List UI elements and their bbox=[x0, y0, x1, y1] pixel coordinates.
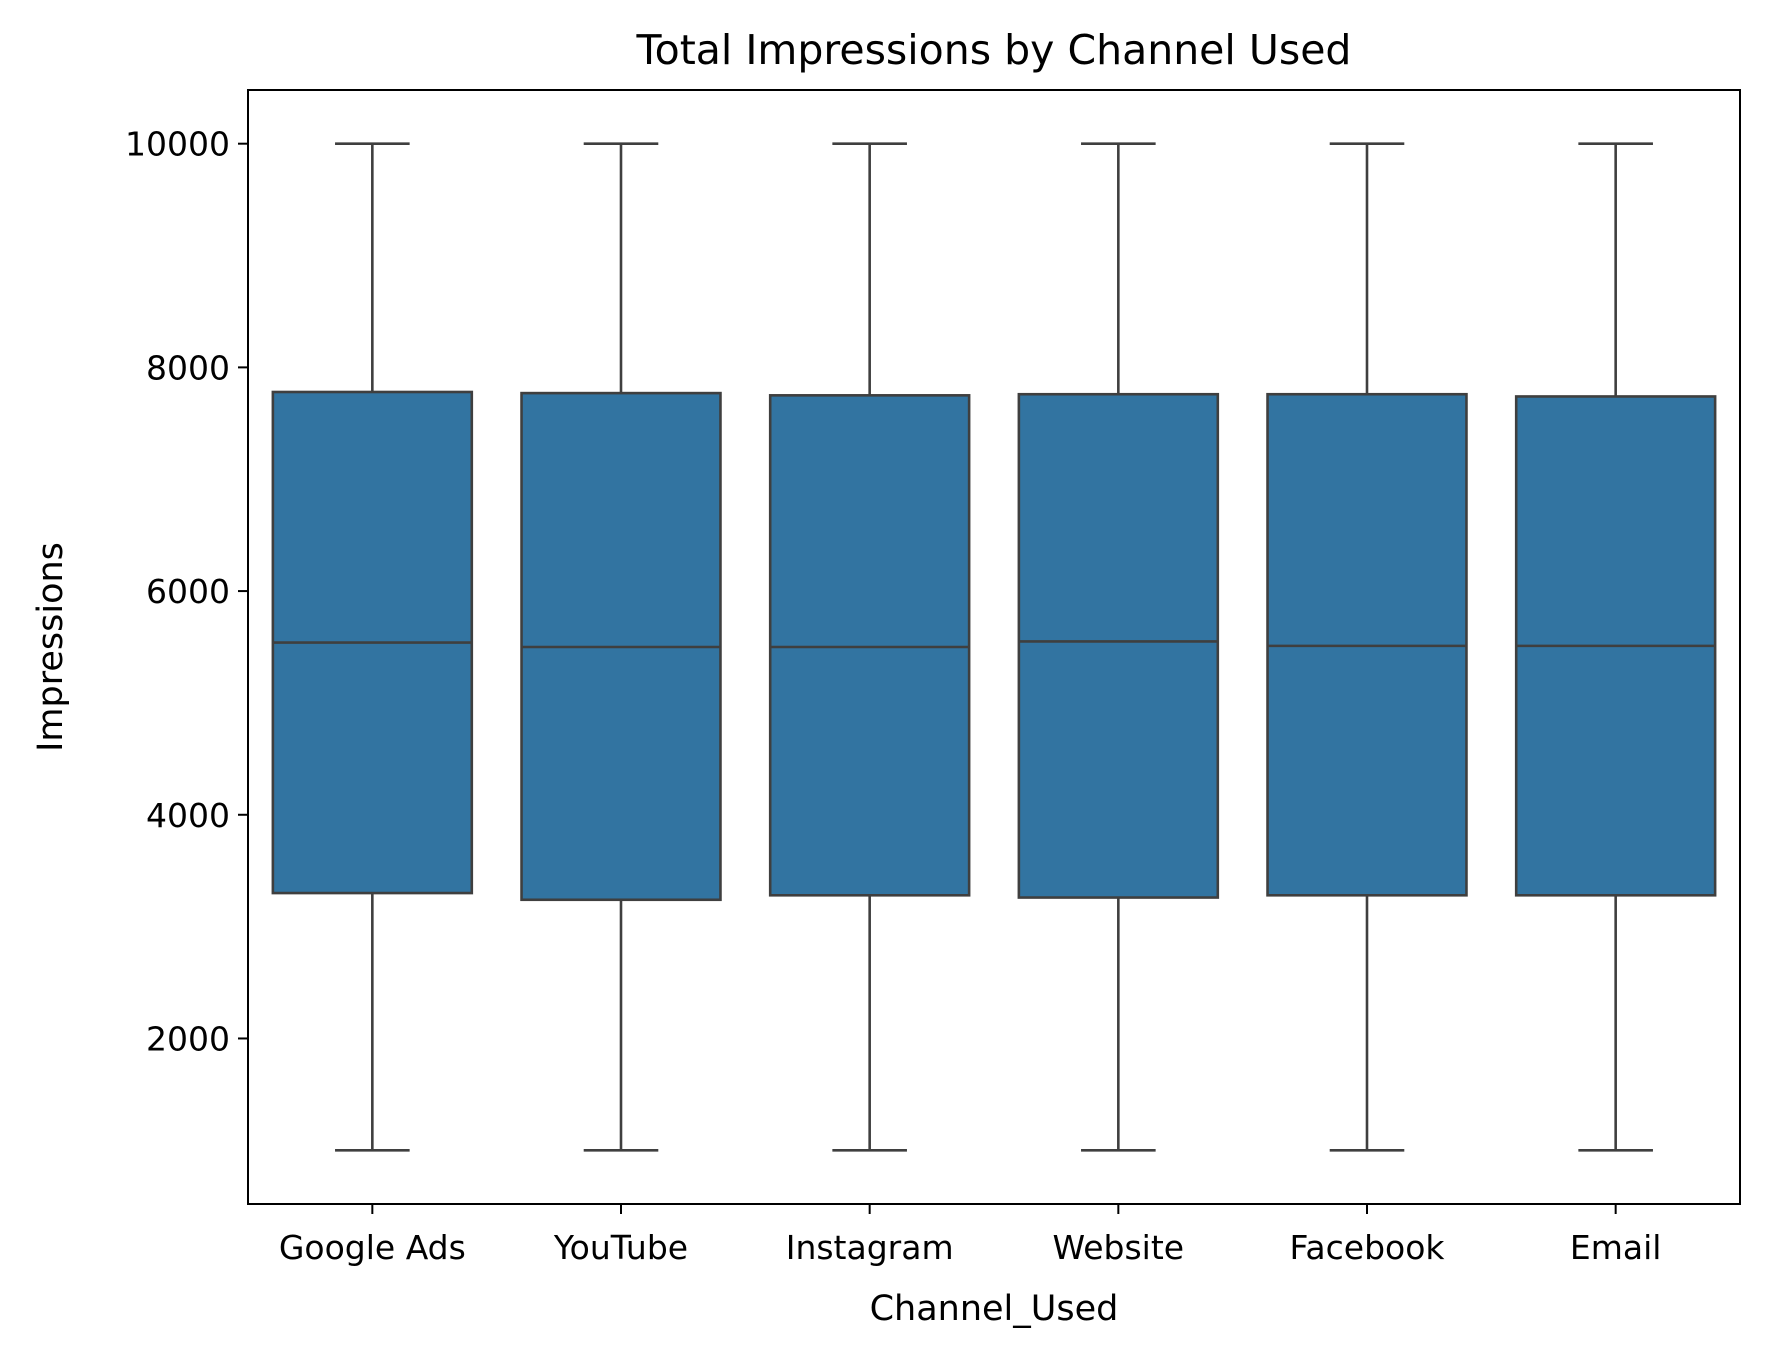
iqr-box bbox=[768, 394, 971, 897]
x-tick-label: YouTube bbox=[553, 1228, 688, 1267]
y-tick-label: 4000 bbox=[146, 796, 230, 835]
y-tick-label: 8000 bbox=[146, 348, 230, 387]
x-tick-label: Instagram bbox=[786, 1228, 954, 1267]
x-tick-label: Email bbox=[1570, 1228, 1662, 1267]
box-facebook bbox=[1266, 142, 1468, 1152]
x-axis-label: Channel_Used bbox=[870, 1289, 1119, 1329]
box-series bbox=[271, 142, 1717, 1152]
y-axis-label: Impressions bbox=[31, 542, 71, 752]
iqr-box bbox=[1017, 392, 1220, 899]
x-tick-label: Google Ads bbox=[279, 1228, 466, 1267]
x-tick-label: Facebook bbox=[1289, 1228, 1445, 1267]
box-instagram bbox=[768, 142, 971, 1152]
chart-title: Total Impressions by Channel Used bbox=[636, 26, 1352, 74]
box-email bbox=[1514, 142, 1717, 1152]
y-tick-label: 2000 bbox=[146, 1019, 230, 1058]
box-youtube bbox=[520, 142, 722, 1152]
y-tick-label: 10000 bbox=[125, 125, 230, 164]
x-tick-label: Website bbox=[1053, 1228, 1185, 1267]
y-axis-ticks: 2000 4000 6000 8000 10000 bbox=[125, 125, 248, 1058]
box-google-ads bbox=[271, 142, 474, 1152]
x-axis-ticks: Google Ads YouTube Instagram Website Faceboo… bbox=[279, 1204, 1662, 1267]
box-website bbox=[1017, 142, 1220, 1152]
y-tick-label: 6000 bbox=[146, 572, 230, 611]
plot-area-frame bbox=[247, 89, 1741, 1205]
